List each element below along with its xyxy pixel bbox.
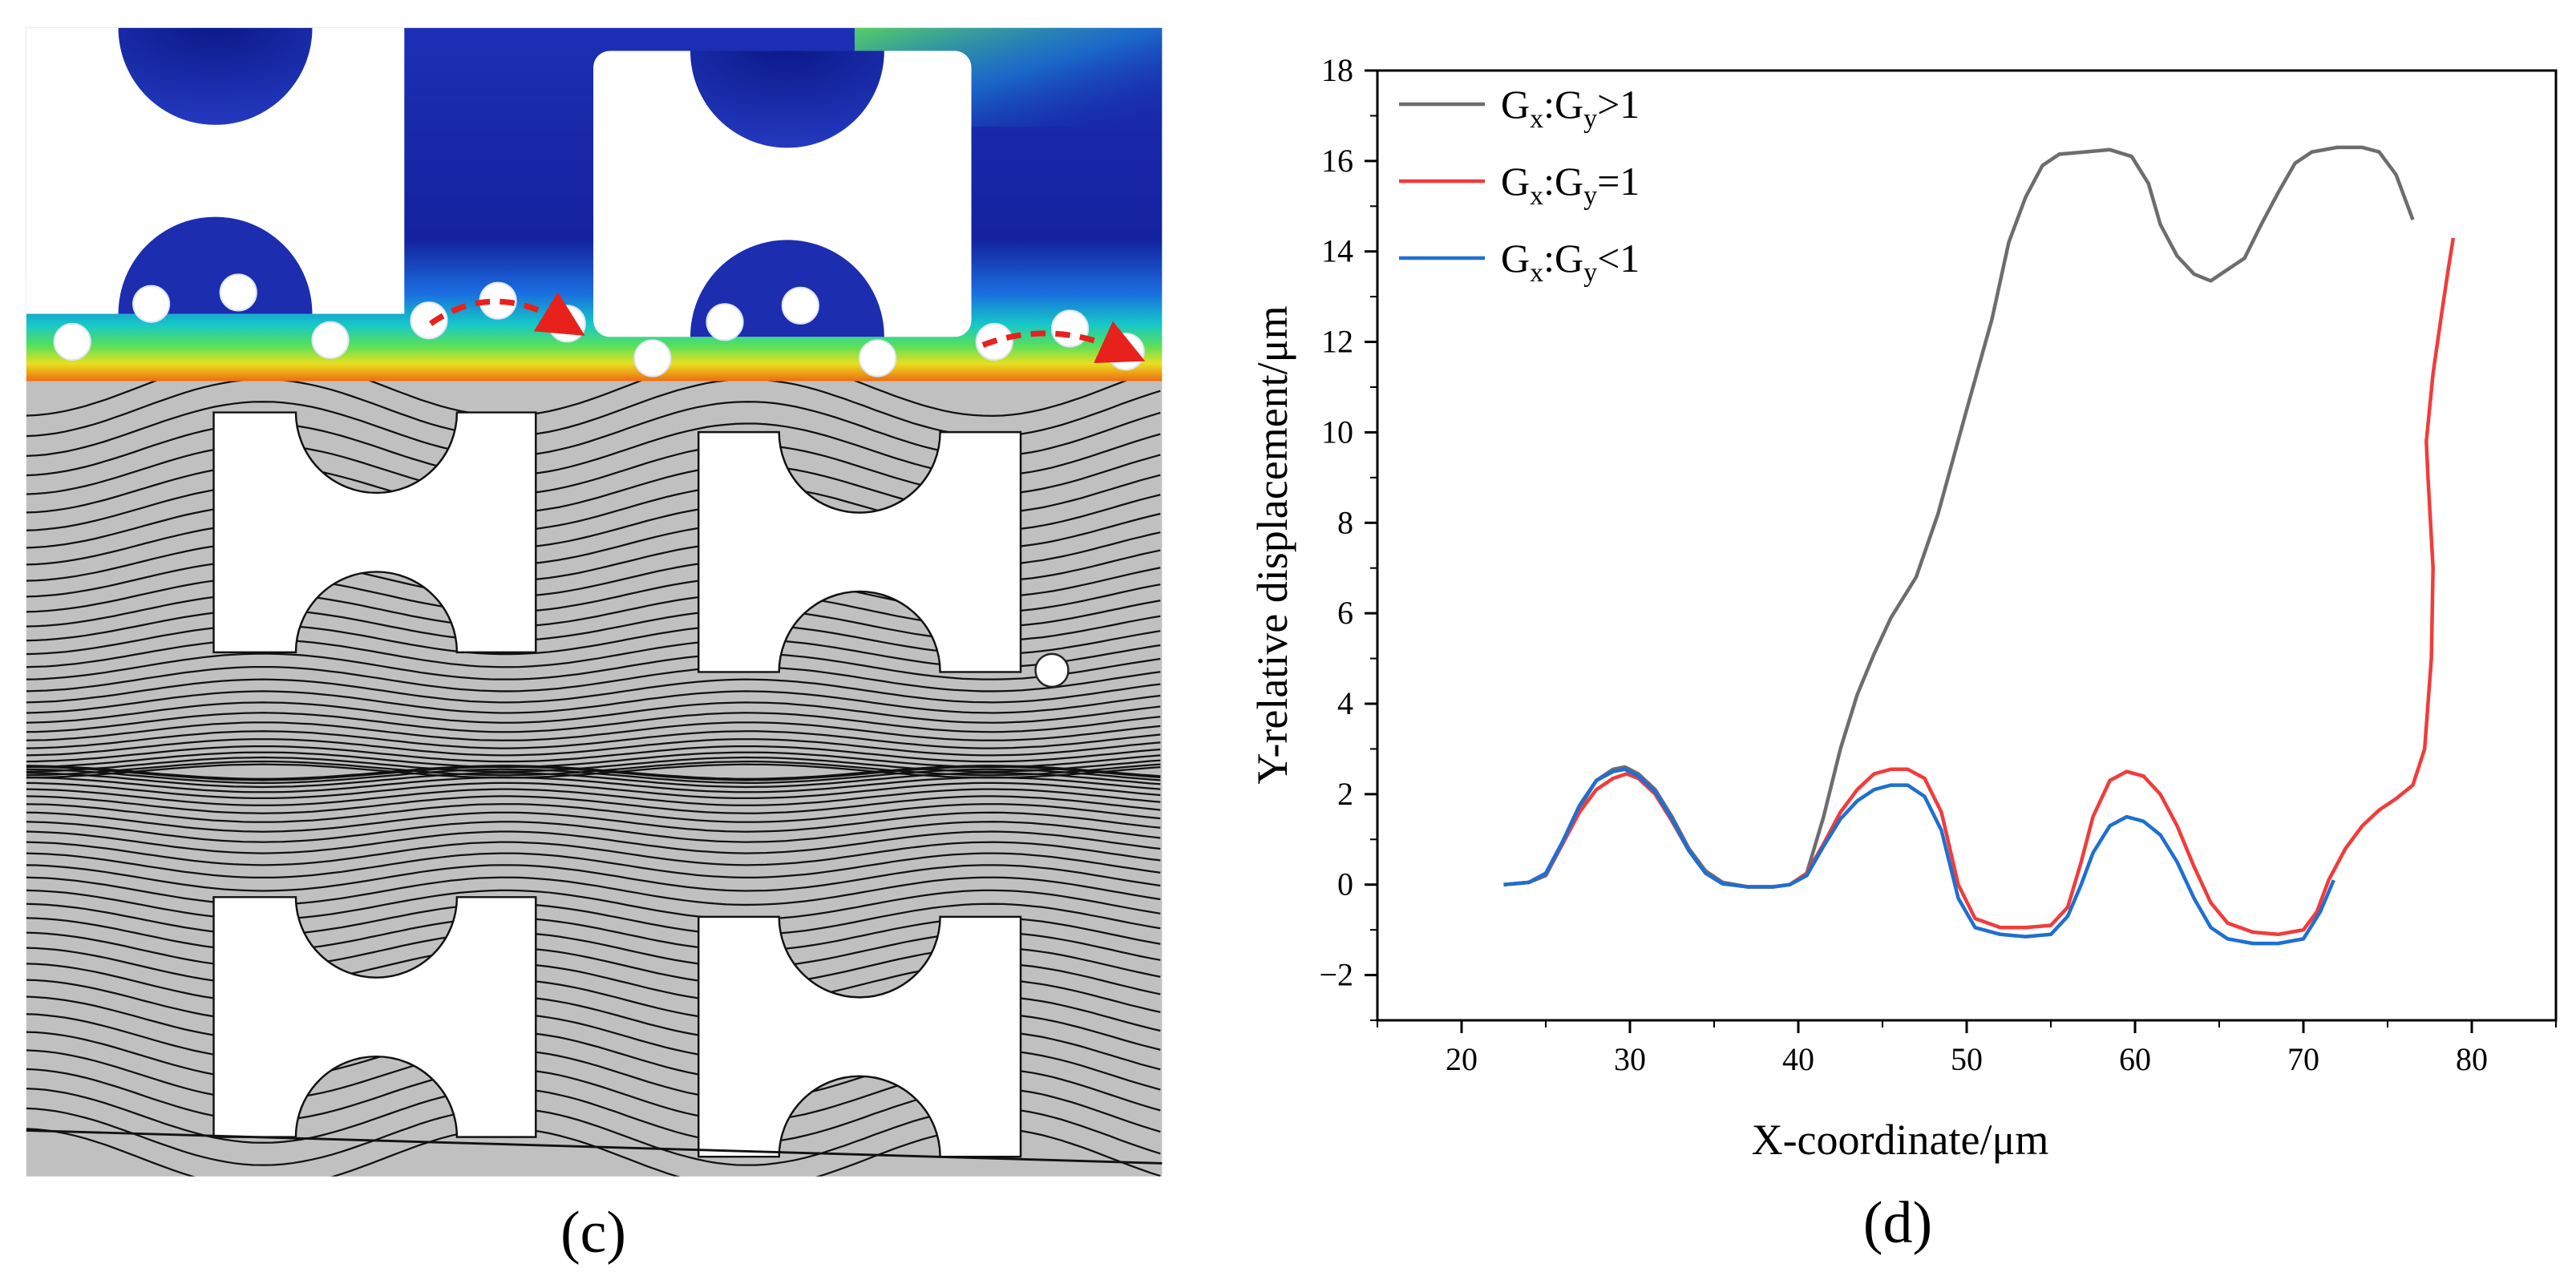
y-tick-label: 16 [1321,143,1353,179]
x-tick-label: 50 [1951,1041,1983,1077]
y-tick-label: 8 [1337,504,1353,540]
legend-entry: Gx:Gy=1 [1501,159,1640,211]
panel-c-svg: (c) [26,27,1163,1265]
legend: Gx:Gy>1 Gx:Gy=1 Gx:Gy<1 [1399,82,1640,288]
streamline [26,776,1161,793]
y-tick-label: 4 [1337,685,1353,721]
particle [706,303,744,341]
chart-svg: −2 0 2 4 6 8 10 12 14 16 18 20 30 40 50 60 70 80 Gx:Gy>1… [1248,52,2558,1256]
particle [410,301,448,340]
legend-entry: Gx:Gy<1 [1501,236,1640,288]
pillar-2 [698,430,1022,673]
particle [311,321,350,359]
particle [219,273,257,312]
series-lines [1503,145,2456,946]
streamline [26,803,1161,823]
y-tick-label: 12 [1321,324,1353,360]
velocity-field-map [26,27,1163,382]
streamline [26,841,1161,866]
x-axis-label: X-coordinate/μm [1752,1116,2049,1164]
particle [633,339,672,378]
streamline [26,811,1161,833]
y-tick-label: 10 [1321,414,1353,450]
legend-entry: Gx:Gy>1 [1501,82,1640,134]
x-tick-label: 20 [1446,1041,1478,1077]
y-axis: −2 0 2 4 6 8 10 12 14 16 18 [1319,52,1377,1021]
series-line-2 [1503,237,2456,937]
streamline [26,678,1161,704]
streamline [26,821,1161,843]
y-tick-label: 0 [1337,866,1353,902]
particle [53,322,91,361]
streamline [26,781,1161,800]
streamline [26,690,1161,714]
streamline [26,756,1161,773]
pillar-4 [698,915,1022,1158]
x-tick-label: 40 [1782,1041,1814,1077]
tracked-particle [1034,652,1070,688]
streamline [26,665,1161,692]
streamline [26,701,1161,724]
y-axis-label: Y-relative displacement/μm [1248,305,1296,784]
particle [1106,333,1145,371]
y-tick-label: 6 [1337,595,1353,631]
y-tick-label: 14 [1321,233,1353,269]
x-axis: 20 30 40 50 60 70 80 [1377,1020,2557,1077]
y-tick-label: −2 [1319,957,1353,993]
x-tick-label: 80 [2456,1041,2488,1077]
streamline [26,772,1161,789]
particle [781,286,819,325]
x-tick-label: 70 [2287,1041,2319,1077]
x-tick-label: 30 [1614,1041,1646,1077]
particle [132,285,171,323]
streamline [26,381,1127,417]
pillar-1 [212,411,537,654]
particle [859,339,897,378]
plot-frame [1376,69,2558,1022]
panel-c: (c) [0,0,1179,1284]
particle [548,305,586,343]
pillar-3 [212,896,537,1138]
streamline [26,864,1161,892]
streamline [26,712,1161,733]
y-tick-label: 18 [1321,52,1353,88]
particle [1050,309,1090,348]
streamline [26,788,1161,806]
streamline-field [26,381,1163,1177]
streamline [26,765,1161,780]
streamline [26,795,1161,814]
streamline [26,730,1161,749]
streamline [26,745,1161,763]
series-line-3 [1503,767,2335,946]
streamline [26,721,1161,741]
panel-d: −2 0 2 4 6 8 10 12 14 16 18 20 30 40 50 60 70 80 Gx:Gy>1… [1179,0,2576,1284]
x-tick-label: 60 [2119,1041,2151,1077]
trajectory-arrow-1 [429,292,585,336]
streamline [26,852,1161,879]
streamline [26,652,1161,680]
y-tick-label: 2 [1337,776,1353,812]
trajectory-arrow-2 [981,321,1146,363]
streamline [26,738,1161,757]
panel-c-label: (c) [560,1199,626,1265]
streamline [26,765,1161,781]
streamline [26,830,1161,854]
panel-d-label: (d) [1863,1190,1932,1256]
streamline [26,768,1161,784]
